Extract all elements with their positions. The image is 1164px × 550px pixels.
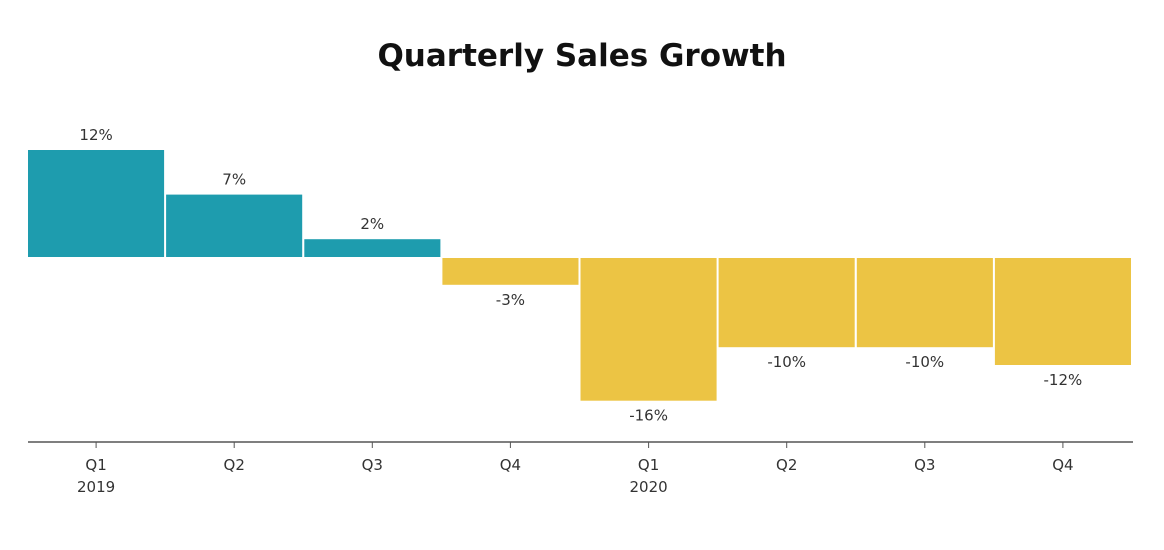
bar-value-label: 2% — [360, 215, 384, 233]
bar-5 — [580, 258, 717, 401]
bar-value-label: 7% — [222, 171, 246, 189]
x-tick-label: Q2 — [776, 456, 797, 474]
x-tick-label: Q2 — [224, 456, 245, 474]
x-axis-ticks: Q1 2019 Q2 Q3 Q4 Q1 2020 Q2 Q3 Q4 — [77, 442, 1074, 496]
x-tick-label: Q3 — [362, 456, 383, 474]
bar-value-label: -10% — [905, 353, 944, 371]
bar-value-label: 12% — [79, 126, 112, 144]
bar-4 — [442, 258, 579, 285]
x-tick-label: Q4 — [1052, 456, 1073, 474]
x-tick-label: Q1 — [638, 456, 659, 474]
x-tick-label: Q1 — [85, 456, 106, 474]
bar-1 — [28, 150, 165, 257]
bar-3 — [304, 239, 441, 257]
bar-6 — [718, 258, 855, 348]
bar-value-label: -16% — [629, 407, 668, 425]
bar-2 — [166, 194, 303, 257]
x-year-label: 2020 — [630, 478, 668, 496]
bar-value-label: -3% — [496, 291, 525, 309]
x-tick-label: Q3 — [914, 456, 935, 474]
x-tick-label: Q4 — [500, 456, 521, 474]
bar-value-label: -10% — [767, 353, 806, 371]
chart-title: Quarterly Sales Growth — [377, 38, 787, 74]
x-year-label: 2019 — [77, 478, 115, 496]
bars-group — [28, 150, 1131, 401]
bar-7 — [856, 258, 993, 348]
bar-8 — [994, 258, 1131, 365]
bar-value-label: -12% — [1044, 371, 1083, 389]
bar-labels-group: 12% 7% 2% -3% -16% -10% -10% -12% — [79, 126, 1082, 425]
